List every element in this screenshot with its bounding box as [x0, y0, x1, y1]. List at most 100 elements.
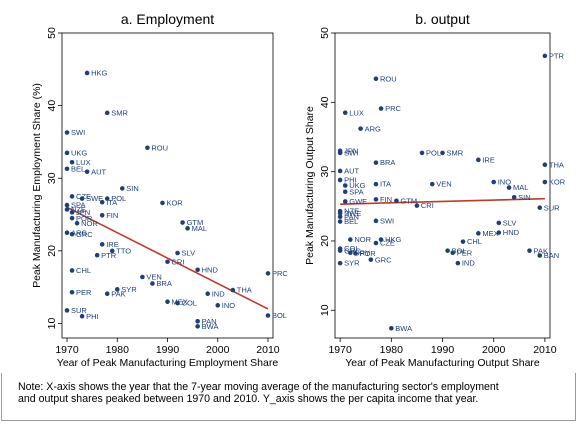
employment-point-slv: [175, 250, 180, 256]
employment-point-label: IND: [212, 289, 226, 298]
employment-point-ire: [99, 242, 105, 247]
employment-point-label: ITA: [106, 198, 117, 207]
output-point-label: IND: [462, 259, 476, 268]
employment-point-label: JPN: [76, 208, 90, 217]
employment-point-label: SWE: [86, 194, 103, 203]
output-point-kor: [542, 179, 548, 185]
output-point-label: VEN: [436, 180, 451, 189]
output-point-label: SWE: [344, 209, 361, 218]
output-point-label: MAL: [513, 183, 528, 192]
output-point-label: SIN: [518, 193, 531, 202]
output-point-label: NOR: [354, 235, 371, 244]
output-point-por: [353, 251, 358, 256]
output-point-gwe: [342, 199, 348, 204]
output-point-label: SWI: [344, 149, 358, 158]
employment-point-bol: [265, 313, 271, 318]
employment-point-label: SWI: [71, 128, 85, 137]
output-point-tha: [542, 162, 548, 168]
employment-point-label: MEX: [172, 297, 188, 306]
output-x-tick-label: 1970: [328, 344, 352, 356]
output-point-pak: [527, 248, 532, 253]
employment-point-chl: [69, 268, 75, 273]
output-point-label: SPA: [349, 187, 363, 196]
employment-point-label: INO: [222, 301, 236, 310]
employment-point-hnd: [195, 267, 200, 273]
employment-point-label: AUT: [91, 167, 106, 176]
employment-point-col: [175, 300, 180, 306]
employment-point-cri: [165, 259, 170, 265]
employment-y-tick-label: 10: [46, 317, 58, 329]
output-point-syr: [337, 260, 343, 266]
employment-point-swe: [79, 196, 85, 201]
employment-point-label: PER: [76, 288, 92, 297]
employment-point-nor: [74, 220, 80, 226]
employment-point-smr: [104, 110, 110, 116]
output-point-label: SYR: [344, 259, 360, 268]
output-point-label: BWA: [395, 324, 412, 333]
employment-point-arg: [64, 230, 70, 236]
output-point-label: HND: [503, 228, 520, 237]
employment-point-label: ARG: [71, 228, 87, 237]
employment-point-label: BWA: [202, 322, 219, 331]
employment-point-label: MAL: [192, 224, 207, 233]
output-point-ury: [348, 250, 353, 256]
employment-x-tick-label: 1990: [156, 344, 180, 356]
employment-plot-area: [61, 32, 274, 339]
output-title: b. output: [415, 11, 470, 27]
output-point-bel: [337, 219, 343, 224]
output-x-tick-label: 1990: [431, 344, 455, 356]
employment-point-label: PTR: [101, 251, 117, 260]
employment-point-label: THA: [237, 286, 252, 295]
output-y-tick-label: 20: [319, 235, 331, 247]
employment-point-label: HKG: [91, 69, 107, 78]
output-point-label: POL: [426, 149, 441, 158]
output-point-label: ITA: [380, 180, 391, 189]
output-point-prc: [378, 106, 384, 111]
output-point-gtm: [394, 198, 399, 204]
chart-note: Note: X-axis shows the year that the 7-y…: [18, 381, 563, 405]
employment-point-label: SYR: [121, 285, 137, 294]
output-point-label: GRC: [375, 255, 392, 264]
employment-point-sur: [64, 308, 70, 313]
employment-title: a. Employment: [121, 11, 214, 27]
output-point-ita: [373, 181, 379, 187]
employment-point-syr: [114, 287, 120, 292]
output-point-label: THA: [549, 160, 564, 169]
output-point-ven: [429, 181, 435, 187]
note-line-2: and output shares peaked between 1970 an…: [18, 393, 479, 405]
output-point-arg: [358, 126, 363, 131]
output-point-label: BOL: [452, 246, 467, 255]
employment-point-lux: [69, 159, 75, 165]
employment-point-label: UKG: [71, 148, 87, 157]
output-point-label: GWE: [349, 197, 367, 206]
employment-point-prc: [265, 271, 271, 276]
employment-point-label: NZE: [71, 205, 86, 214]
employment-point-nze: [64, 207, 70, 212]
output-point-label: BRA: [380, 158, 395, 167]
employment-point-label: FIN: [106, 211, 118, 220]
output-point-label: GTM: [400, 196, 417, 205]
employment-point-per: [69, 289, 75, 295]
output-point-grc: [368, 257, 374, 262]
output-y-tick-label: 10: [319, 304, 331, 316]
output-point-label: BAN: [544, 251, 559, 260]
output-point-label: PER: [457, 248, 473, 257]
employment-point-ino: [215, 303, 221, 308]
output-point-label: JPN: [344, 146, 358, 155]
output-point-mal: [506, 185, 512, 190]
employment-point-label: SMR: [111, 108, 128, 117]
output-point-chl: [460, 239, 466, 244]
output-x-tick-label: 2010: [533, 344, 557, 356]
output-point-aut: [337, 168, 343, 174]
output-point-label: FIN: [380, 195, 392, 204]
employment-x-tick-label: 2000: [206, 344, 230, 356]
output-point-label: SUR: [544, 203, 560, 212]
output-point-cri: [414, 203, 420, 208]
employment-x-tick-label: 1980: [106, 344, 130, 356]
employment-point-label: LUX: [76, 158, 91, 167]
employment-point-ind: [205, 291, 210, 297]
employment-point-label: CZE: [76, 192, 91, 201]
employment-point-label: PAN: [202, 317, 217, 326]
output-point-ukg: [342, 183, 348, 188]
output-point-label: HKG: [385, 235, 401, 244]
